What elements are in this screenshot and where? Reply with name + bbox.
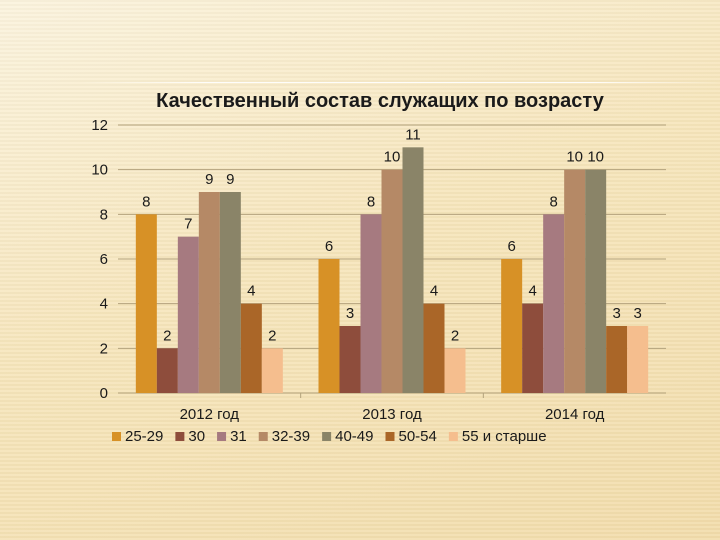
bar [543, 214, 565, 393]
bar [402, 147, 424, 393]
bar [627, 326, 649, 393]
bar [198, 192, 220, 393]
legend-label: 40-49 [335, 428, 373, 445]
bar [177, 236, 199, 393]
bar [606, 326, 628, 393]
legend-label: 25-29 [125, 428, 163, 445]
x-category-label: 2013 год [362, 406, 422, 423]
bar [219, 192, 241, 393]
legend-label: 32-39 [272, 428, 310, 445]
y-tick-label: 8 [100, 206, 108, 223]
legend-label: 31 [230, 428, 247, 445]
x-category-label: 2012 год [180, 406, 240, 423]
data-label: 3 [346, 305, 354, 322]
data-label: 11 [405, 126, 421, 143]
bar [360, 214, 382, 393]
bar [156, 348, 178, 393]
data-label: 4 [528, 283, 536, 300]
bar [339, 326, 361, 393]
x-category-label: 2014 год [545, 406, 605, 423]
bar [135, 214, 157, 393]
data-label: 9 [205, 171, 213, 188]
data-label: 4 [247, 283, 255, 300]
data-label: 3 [612, 305, 620, 322]
y-tick-label: 0 [100, 385, 108, 402]
data-label: 2 [268, 327, 276, 344]
data-label: 10 [566, 149, 583, 166]
legend-swatch [322, 432, 332, 441]
data-label: 10 [587, 149, 604, 166]
chart-title: Качественный состав служащих по возрасту [156, 90, 605, 112]
legend: 25-29 30 31 32-39 40-49 50-54 55 и старше [112, 428, 547, 445]
y-axis-ticks: 0 2 4 6 8 10 12 [91, 117, 108, 402]
bar [240, 303, 262, 393]
legend-swatch [258, 432, 268, 441]
y-tick-label: 10 [91, 162, 108, 179]
y-tick-label: 12 [91, 117, 108, 134]
data-label: 2 [163, 327, 171, 344]
y-tick-label: 2 [100, 340, 108, 357]
data-label: 4 [430, 283, 438, 300]
y-tick-label: 6 [100, 251, 108, 268]
data-label: 10 [384, 149, 401, 166]
legend-swatch [448, 432, 458, 441]
bar [261, 348, 283, 393]
legend-swatch [112, 432, 121, 441]
bar [501, 259, 523, 393]
legend-label: 30 [188, 428, 205, 445]
bar [564, 169, 586, 393]
legend-swatch [385, 432, 395, 441]
legend-swatch [175, 432, 185, 441]
decorative-divider [80, 82, 720, 83]
bars [135, 147, 649, 393]
bar [423, 303, 445, 393]
bar [444, 348, 466, 393]
bar [318, 259, 340, 393]
bar [522, 303, 544, 393]
bar [585, 169, 607, 393]
data-label: 8 [549, 193, 557, 210]
data-label: 6 [507, 238, 515, 255]
y-tick-label: 4 [100, 296, 108, 313]
data-label: 6 [325, 238, 333, 255]
legend-label: 55 и старше [462, 428, 547, 445]
data-label: 2 [451, 327, 459, 344]
data-label: 3 [633, 305, 641, 322]
data-label: 9 [226, 171, 234, 188]
data-label: 8 [367, 193, 375, 210]
legend-label: 50-54 [399, 428, 437, 445]
bar [381, 169, 403, 393]
data-label: 8 [142, 193, 150, 210]
legend-swatch [217, 432, 227, 441]
data-label: 7 [184, 216, 192, 233]
x-axis-categories: 2012 год 2013 год 2014 год [180, 406, 605, 423]
